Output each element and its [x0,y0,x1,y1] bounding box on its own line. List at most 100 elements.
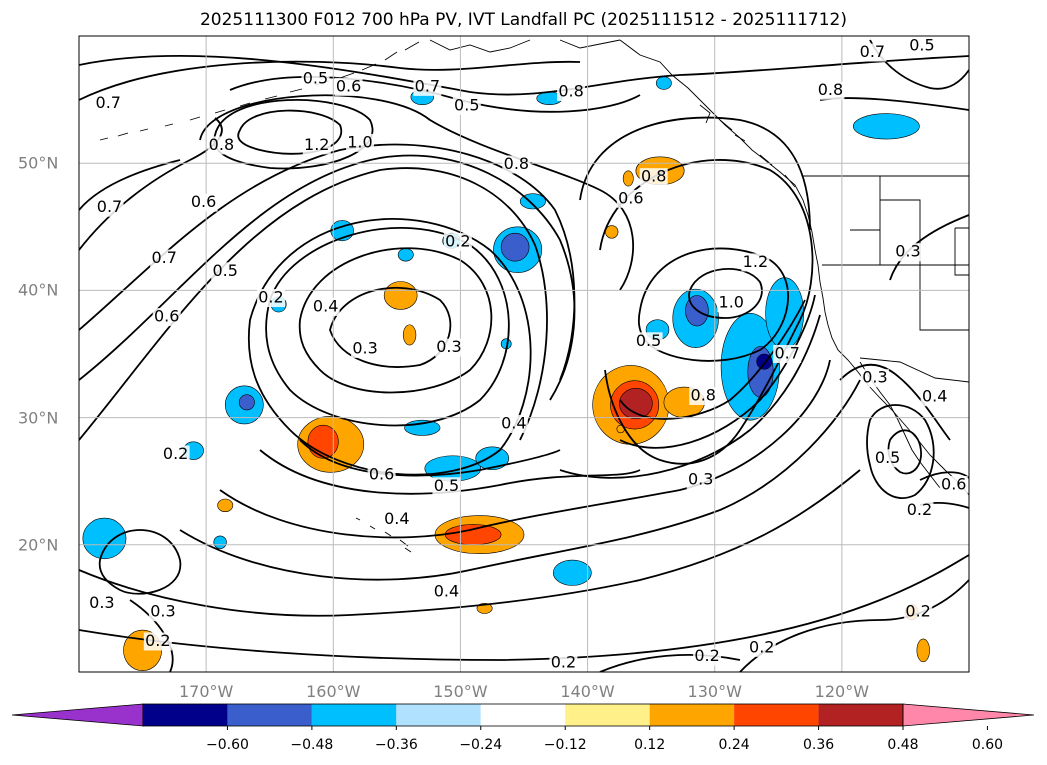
latitude-tick-label: 30°N [18,408,59,428]
pv-contour-mex-1 [866,404,935,500]
contour-label: 0.3 [352,338,377,357]
contour-label: 0.7 [860,42,885,61]
contour-label-bg [816,81,845,100]
contour-label: 0.2 [445,232,470,251]
contour-label-bg [211,262,240,281]
colorbar-tick-label: −0.60 [205,737,249,753]
contour-label: 0.3 [150,602,175,621]
pv-contour-low-center [298,247,493,394]
contour-label: 0.4 [501,413,526,432]
colorbar-tick-label: 0.36 [802,737,835,753]
contour-label: 0.2 [694,646,719,665]
pv-contour-trough-3 [79,143,576,381]
contour-label: 0.2 [749,637,774,656]
contour-label-bg [367,465,396,484]
colorbar-segment [818,704,903,726]
contour-label: 0.2 [905,602,930,621]
contour-label: 0.2 [163,444,188,463]
pv-shaded-region-pos1 [916,638,930,663]
contour-label: 1.0 [347,132,372,151]
contour-label-bg [499,414,528,433]
contour-label: 0.6 [336,76,361,95]
pv-contour-0.8-mid [199,94,635,291]
colorbar-segment [734,704,819,726]
contour-label-bg [256,289,285,308]
colorbar-min-arrow [11,703,144,727]
contour-label-bg [907,37,936,56]
contour-label-bg [143,632,172,651]
pv-shaded-region-neg1 [397,248,414,262]
contour-label: 1.0 [719,293,744,312]
contour-label: 0.3 [688,469,713,488]
contour-label: 0.4 [313,296,338,315]
colorbar-segment [480,704,566,726]
contour-label: 0.6 [618,188,643,207]
pv-contour-0.2-se-2 [599,654,741,672]
contour-label: 0.8 [691,385,716,404]
contour-label: 0.7 [415,76,440,95]
longitude-tick-label: 170°W [178,682,234,701]
pv-contour-0.7-north [79,60,581,101]
contour-label-bg [873,449,902,468]
contour-label-bg [549,654,578,672]
colorbar-segment [649,704,735,726]
longitude-tick-label: 120°W [814,682,870,701]
contour-label: 0.6 [941,475,966,494]
latitude-tick-label: 50°N [18,153,59,173]
pv-contour-0.8-east [619,299,806,420]
pv-contour-0.3-south [79,469,861,617]
contour-label-bg [860,369,889,388]
contour-label-bg [87,594,116,613]
pv-contour-0.3-east-1 [889,214,969,281]
contour-label-bg [693,647,722,666]
contour-label-bg [905,501,934,520]
contour-label: 0.2 [145,631,170,650]
contour-label-bg [904,603,933,622]
contour-label: 0.7 [97,197,122,216]
contour-label-bg [301,70,330,89]
pv-shaded-region-neg2 [238,394,255,411]
contour-label: 0.4 [434,581,459,600]
contour-label-bg [557,82,586,101]
contour-label-bg [747,638,776,657]
contour-label-bg [920,388,949,407]
pv-shaded-region-neg1 [213,535,227,549]
pv-shaded-region-neg1 [552,559,592,586]
contour-label: 0.2 [258,288,283,307]
north-america-coastline [619,39,969,496]
contour-label: 0.5 [636,331,661,350]
contour-label: 0.5 [303,69,328,88]
longitude-tick-label: 140°W [560,682,615,701]
us-mexico-border [859,357,969,383]
contour-label-bg [741,253,770,272]
contour-label: 0.3 [862,368,887,387]
contour-label: 0.8 [818,80,843,99]
contour-label: 0.7 [151,248,176,267]
contour-label: 0.4 [922,387,947,406]
contour-label-bg [689,386,718,405]
contour-label: 0.8 [504,154,529,173]
contour-label-bg [639,168,668,187]
pv-contour-0.6-south [299,439,561,477]
contour-label-bg [150,249,179,268]
pv-contour-0.4-south-2 [179,379,861,581]
pv-shaded-region-pos1 [622,170,634,187]
contour-label: 0.3 [436,337,461,356]
longitude-tick-label: 160°W [306,682,361,701]
contour-label-bg [717,294,746,313]
colorbar-tick-label: −0.24 [459,737,503,753]
pv-shaded-region-pos1 [605,225,619,239]
contour-label: 0.3 [895,242,920,261]
pv-contour-east-outer [599,159,814,465]
pv-contour-east-low-2 [688,268,763,319]
contour-label-bg [161,445,190,464]
map-plot-area[interactable] [79,36,969,672]
contour-label-bg [302,136,331,155]
contour-label-bg [452,96,481,115]
pv-contour-0.4-loop [265,226,510,427]
contour-label: 0.3 [89,593,114,612]
colorbar-tick-label: 0.60 [971,737,1004,753]
contour-label: 0.2 [551,653,576,672]
map-frame-border [78,35,970,673]
